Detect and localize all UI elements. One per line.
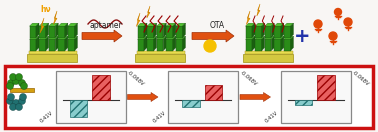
Polygon shape	[147, 23, 156, 26]
Polygon shape	[55, 36, 58, 51]
Polygon shape	[262, 36, 265, 51]
Bar	[147, 39, 153, 51]
Polygon shape	[157, 36, 166, 39]
Circle shape	[344, 18, 352, 26]
Circle shape	[6, 82, 14, 89]
Bar	[284, 39, 291, 51]
Polygon shape	[173, 23, 176, 37]
Polygon shape	[257, 4, 260, 16]
Text: -0.068V: -0.068V	[352, 70, 370, 87]
FancyBboxPatch shape	[280, 71, 350, 123]
Polygon shape	[138, 23, 147, 26]
FancyArrow shape	[127, 93, 158, 102]
Bar	[29, 39, 36, 51]
Polygon shape	[291, 23, 293, 37]
Bar	[255, 26, 262, 37]
Polygon shape	[173, 36, 176, 51]
Polygon shape	[255, 23, 265, 26]
Polygon shape	[46, 36, 49, 51]
Circle shape	[204, 40, 216, 52]
Bar	[265, 39, 271, 51]
Circle shape	[9, 103, 17, 110]
Polygon shape	[136, 13, 140, 27]
Polygon shape	[281, 23, 284, 37]
Polygon shape	[58, 36, 68, 39]
FancyArrow shape	[192, 30, 234, 42]
Circle shape	[8, 93, 14, 100]
Bar	[166, 26, 173, 37]
Polygon shape	[157, 23, 166, 26]
Polygon shape	[144, 23, 147, 37]
Polygon shape	[252, 36, 255, 51]
Bar	[138, 39, 144, 51]
Polygon shape	[144, 36, 147, 51]
Polygon shape	[245, 23, 255, 26]
Polygon shape	[29, 23, 39, 26]
Polygon shape	[39, 23, 49, 26]
Bar	[138, 26, 144, 37]
Polygon shape	[65, 23, 68, 37]
Polygon shape	[265, 23, 274, 26]
Polygon shape	[166, 36, 176, 39]
Bar	[176, 39, 183, 51]
Polygon shape	[255, 36, 265, 39]
Circle shape	[9, 74, 17, 81]
Bar	[166, 39, 173, 51]
Bar	[49, 26, 55, 37]
Polygon shape	[138, 36, 147, 39]
Circle shape	[15, 103, 23, 110]
Bar	[157, 26, 163, 37]
Bar	[29, 51, 77, 54]
Polygon shape	[36, 36, 39, 51]
Bar	[39, 26, 46, 37]
Text: +: +	[294, 27, 310, 46]
Polygon shape	[252, 23, 255, 37]
Polygon shape	[271, 36, 274, 51]
Bar	[245, 26, 252, 37]
Bar	[317, 75, 335, 100]
Polygon shape	[245, 36, 255, 39]
Polygon shape	[274, 23, 284, 26]
Bar	[49, 39, 55, 51]
Bar	[274, 26, 281, 37]
Text: OTA: OTA	[209, 21, 225, 30]
Circle shape	[6, 98, 14, 105]
Text: hν: hν	[40, 5, 51, 14]
Text: -0.068V: -0.068V	[127, 70, 146, 87]
Polygon shape	[265, 36, 274, 39]
Bar	[147, 26, 153, 37]
Polygon shape	[284, 36, 293, 39]
Circle shape	[335, 8, 341, 15]
Polygon shape	[147, 36, 156, 39]
Polygon shape	[274, 36, 284, 39]
FancyBboxPatch shape	[168, 71, 238, 123]
Bar	[10, 88, 34, 92]
Bar	[92, 75, 110, 100]
Text: 0.41V: 0.41V	[265, 110, 279, 124]
Polygon shape	[153, 23, 156, 37]
Polygon shape	[68, 36, 77, 39]
FancyBboxPatch shape	[56, 71, 125, 123]
Bar	[58, 26, 65, 37]
Bar	[245, 39, 252, 51]
FancyArrow shape	[240, 93, 271, 102]
Polygon shape	[163, 23, 166, 37]
Polygon shape	[74, 36, 77, 51]
Bar	[68, 26, 74, 37]
FancyBboxPatch shape	[5, 66, 373, 128]
Bar	[58, 39, 65, 51]
Text: 0.41V: 0.41V	[40, 110, 54, 124]
Bar	[284, 26, 291, 37]
Polygon shape	[183, 36, 186, 51]
Polygon shape	[74, 23, 77, 37]
Polygon shape	[36, 23, 39, 37]
Polygon shape	[46, 23, 49, 37]
Circle shape	[19, 79, 25, 86]
Bar	[68, 39, 74, 51]
Polygon shape	[246, 11, 250, 25]
Bar	[245, 51, 293, 54]
Polygon shape	[40, 18, 44, 33]
Text: 0.41V: 0.41V	[152, 110, 167, 124]
Polygon shape	[281, 36, 284, 51]
